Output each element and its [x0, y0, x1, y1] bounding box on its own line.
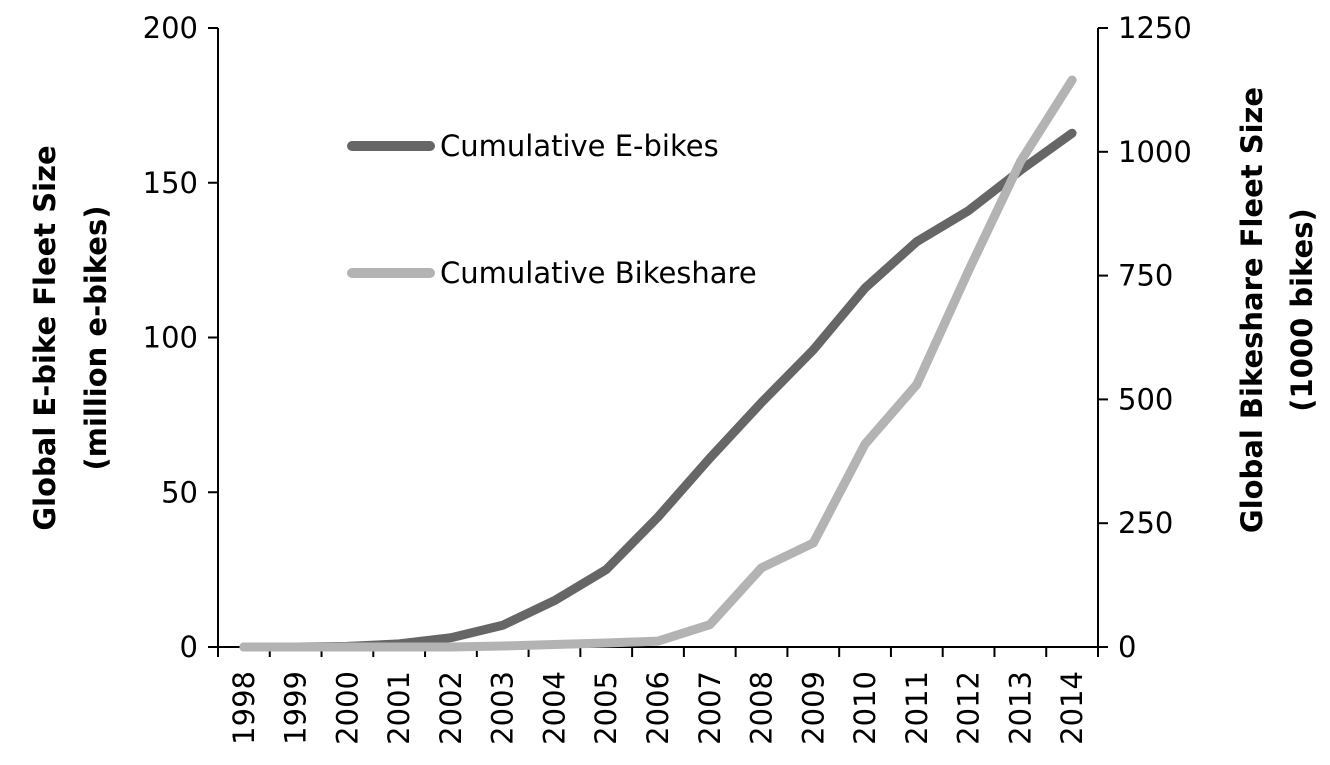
left-y-tick-label: 50: [161, 475, 198, 509]
right-y-tick-label: 250: [1118, 506, 1173, 540]
x-tick-label: 2009: [796, 671, 830, 745]
axes: [217, 28, 1099, 648]
right-y-ticks: 0 250 500 750 1000 1250: [1098, 11, 1192, 664]
right-y-tick-label: 750: [1118, 259, 1173, 293]
left-y-tick-label: 200: [143, 11, 198, 45]
right-y-tick-label: 500: [1118, 382, 1173, 416]
x-ticks: 1998 1999 2000 2001 2002 2003 2004 2005 2006 2007…: [217, 647, 1099, 745]
x-tick-label: 2000: [330, 671, 364, 745]
x-tick-label: 2007: [693, 671, 727, 745]
x-tick-label: 2004: [537, 671, 571, 745]
x-tick-label: 2002: [434, 671, 468, 745]
left-y-axis-title-line2: (million e-bikes): [79, 206, 113, 471]
x-tick-label: 2012: [952, 671, 986, 745]
x-tick-label: 2006: [641, 671, 675, 745]
series-group: [239, 75, 1077, 652]
x-tick-label: 2005: [589, 671, 623, 745]
series-line-cumulative-bikeshare: [239, 75, 1077, 652]
x-tick-label: 2013: [1003, 671, 1037, 745]
legend-label-cumulative-bikeshare: Cumulative Bikeshare: [440, 256, 757, 290]
series-line-cumulative-e-bikes: [239, 128, 1077, 652]
x-tick-label: 1998: [227, 671, 261, 745]
x-tick-label: 2003: [486, 671, 520, 745]
left-y-axis-title-line1: Global E-bike Fleet Size: [28, 145, 62, 530]
x-tick-label: 2010: [848, 671, 882, 745]
x-tick-label: 2011: [900, 671, 934, 745]
x-tick-label: 1999: [279, 671, 313, 745]
x-tick-label: 2008: [745, 671, 779, 745]
left-y-tick-label: 100: [143, 321, 198, 355]
legend: Cumulative E-bikes Cumulative Bikeshare: [347, 129, 757, 290]
left-y-tick-label: 0: [180, 630, 198, 664]
right-y-axis-title-line2: (1000 bikes): [1285, 208, 1319, 411]
legend-label-cumulative-e-bikes: Cumulative E-bikes: [440, 129, 719, 163]
left-y-tick-label: 150: [143, 166, 198, 200]
right-y-axis-title-line1: Global Bikeshare Fleet Size: [1235, 87, 1269, 533]
right-y-tick-label: 1000: [1118, 135, 1192, 169]
x-tick-label: 2014: [1055, 671, 1089, 745]
right-y-tick-label: 0: [1118, 630, 1136, 664]
x-tick-label: 2001: [382, 671, 416, 745]
left-y-ticks: 0 50 100 150 200: [143, 11, 218, 664]
right-y-tick-label: 1250: [1118, 11, 1192, 45]
